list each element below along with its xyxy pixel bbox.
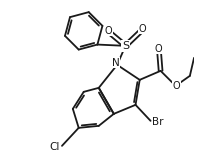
Text: S: S <box>122 41 129 51</box>
Text: O: O <box>138 24 146 34</box>
Text: N: N <box>112 58 119 68</box>
Text: O: O <box>154 44 162 54</box>
Text: O: O <box>173 81 180 91</box>
Text: Br: Br <box>152 117 164 127</box>
Text: Cl: Cl <box>50 142 60 152</box>
Text: O: O <box>105 26 113 36</box>
